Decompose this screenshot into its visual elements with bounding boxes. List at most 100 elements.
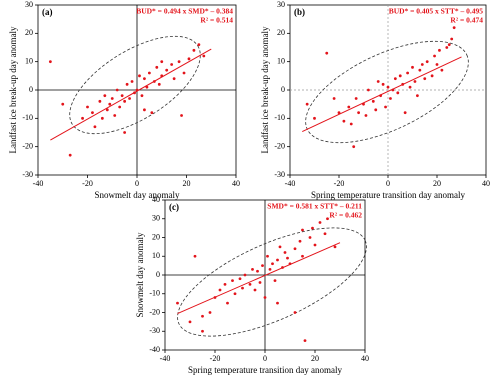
point [145,85,149,89]
point [283,251,287,254]
point [241,286,244,290]
point [403,111,407,115]
point [140,94,144,98]
point [128,97,131,100]
equation: BUD* = 0.494 x SMD* – 0.384 [136,7,233,16]
x-tick-label: 0 [263,354,267,363]
point [337,111,341,115]
point [223,282,227,286]
point [313,116,316,120]
confidence-ellipse [69,35,201,135]
equation: SMD* = 0.581 x STT* – 0.211 [267,202,362,211]
y-tick-label: 0 [29,85,33,94]
point [298,239,302,243]
point [381,82,385,86]
point [261,264,264,268]
x-tick-label: -40 [285,179,296,188]
point [123,99,127,103]
x-tick-label: 0 [386,179,390,188]
point [305,102,309,106]
point [423,77,427,81]
point [118,105,122,109]
r-squared: R² = 0.514 [200,16,233,25]
y-tick-label: -30 [274,170,285,179]
point [313,243,317,247]
point [311,226,314,230]
point [263,296,267,299]
point [301,254,304,258]
r-squared: R² = 0.462 [329,211,362,220]
point [180,114,183,117]
point [301,228,304,232]
point [170,63,174,66]
point [398,74,402,78]
y-tick-label: -40 [149,345,160,354]
point [325,51,329,55]
point [100,116,104,120]
x-axis-label: Spring temperature transition day anomal… [311,190,465,200]
x-tick-label: -40 [33,179,44,188]
point [108,102,112,106]
y-tick-label: -30 [149,326,160,335]
point [438,48,441,52]
y-tick-label: 0 [156,270,160,279]
y-tick-label: -30 [22,170,33,179]
y-tick-label: -10 [149,289,160,298]
point [411,65,414,69]
y-tick-label: 30 [152,214,160,223]
point [155,65,159,69]
point [251,267,254,271]
point [218,288,222,292]
point [143,77,146,81]
point [93,125,97,129]
point [276,258,279,262]
point [293,247,297,251]
point [357,111,360,115]
point [138,74,141,78]
equation: BUD* = 0.405 x STT* – 0.495 [389,7,484,16]
point [406,71,409,75]
point [271,262,274,266]
point [333,245,337,249]
point [374,108,378,112]
point [86,105,89,109]
point [238,277,242,281]
point [192,48,196,52]
point [293,311,297,314]
point [258,281,262,284]
point [413,80,417,83]
point [253,288,257,292]
point [125,82,129,86]
point [323,232,327,236]
point [386,85,390,89]
point [113,114,117,117]
point [286,256,289,260]
point [208,311,212,314]
y-tick-label: 30 [25,0,33,9]
point [130,80,134,83]
point [354,97,358,100]
trend-line [302,56,462,133]
y-tick-label: -10 [22,113,33,122]
point [81,116,84,120]
point [303,339,307,343]
point [150,111,154,115]
point [308,236,312,239]
point [430,74,434,78]
point [165,68,169,72]
point [256,269,259,273]
point [418,68,422,72]
point [425,60,429,64]
point [349,122,353,126]
y-tick-label: 20 [277,28,285,37]
point [201,329,204,333]
y-tick-label: 20 [152,232,160,241]
point [48,60,52,64]
point [367,88,370,92]
point [172,77,176,81]
x-tick-label: 40 [232,179,240,188]
point [201,314,204,318]
point [371,99,375,103]
